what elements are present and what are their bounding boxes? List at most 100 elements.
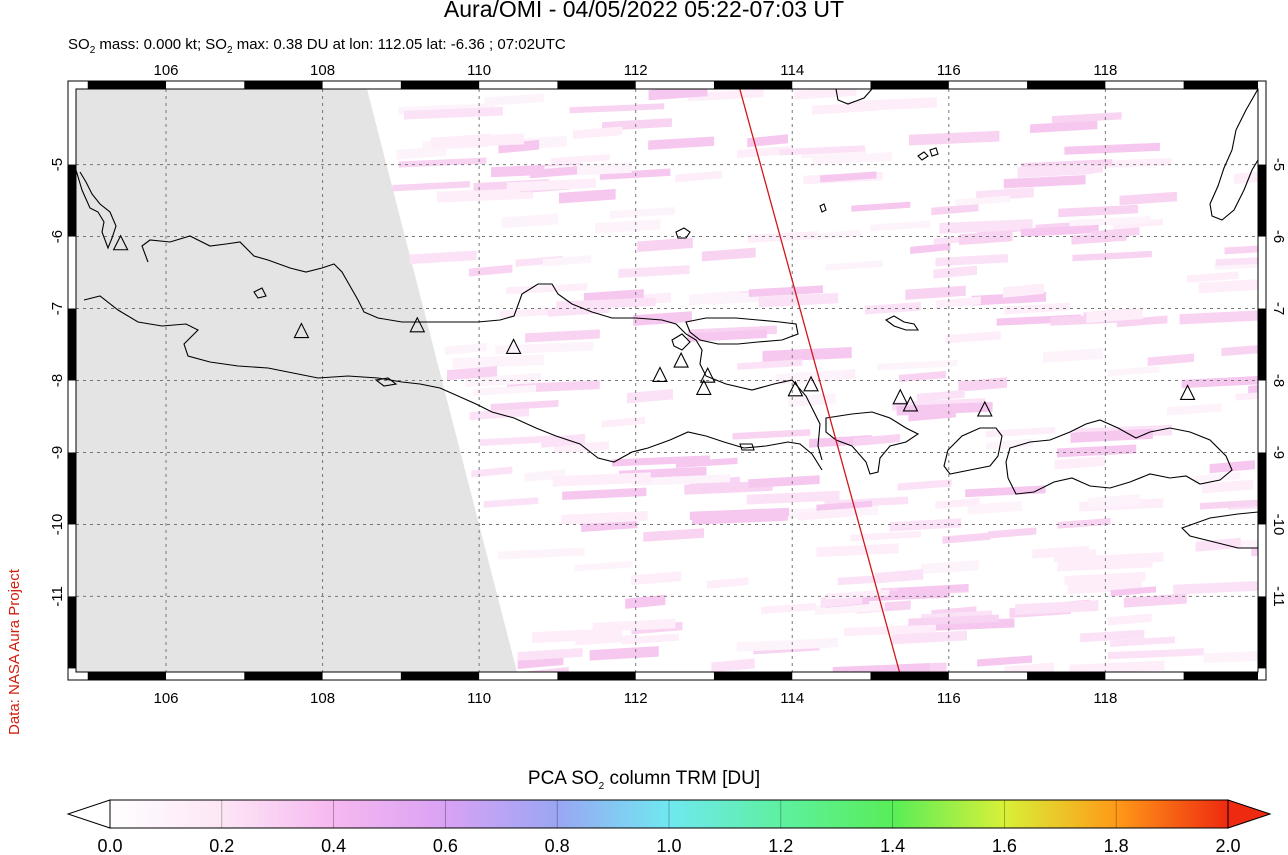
so2-pixel	[1020, 224, 1099, 237]
so2-pixel	[1072, 250, 1152, 262]
so2-pixel	[589, 646, 659, 661]
so2-pixel	[746, 490, 840, 505]
no-data-region	[76, 89, 517, 672]
axis-tick-labels: 106 106 108 108 110 110 112 112 114 114 116 116 118 1…	[49, 62, 1287, 707]
so2-pixel	[498, 547, 585, 560]
so2-pixel	[648, 136, 715, 150]
lat-tick-label: -8	[49, 374, 66, 387]
so2-pixel	[468, 264, 513, 277]
so2-pixel	[965, 485, 1046, 498]
so2-pixel	[891, 630, 967, 645]
colorbar-tick-label: 0.8	[545, 836, 570, 855]
colorbar-tick-label: 0.2	[209, 836, 234, 855]
colorbar-ticks: 0.0 0.2 0.4 0.6 0.8 1.0 1.2 1.4 1.6 1.8 2.0	[97, 800, 1241, 855]
so2-pixel	[826, 589, 890, 600]
so2-pixel	[1030, 120, 1098, 134]
so2-pixel	[794, 89, 857, 100]
so2-pixel	[1224, 245, 1258, 255]
so2-pixel	[621, 633, 680, 645]
so2-pixel	[490, 400, 559, 411]
so2-pixel	[811, 101, 879, 115]
so2-pixel	[484, 93, 545, 107]
so2-pixel	[1209, 460, 1256, 474]
so2-pixel	[812, 152, 892, 165]
so2-pixel	[1069, 216, 1152, 228]
so2-pixel	[905, 285, 966, 300]
so2-pixel	[1004, 662, 1054, 672]
volcano-marker	[803, 375, 819, 392]
lon-tick-label: 118	[1093, 690, 1117, 707]
so2-pixel	[1235, 392, 1258, 401]
so2-pixel	[933, 265, 978, 279]
lat-tick-label: -6	[49, 230, 66, 243]
so2-pixel	[779, 145, 865, 156]
so2-pixel	[747, 134, 788, 148]
so2-pixel	[897, 479, 952, 491]
so2-pixel	[1193, 472, 1240, 484]
so2-pixel	[1107, 613, 1152, 626]
so2-pixel	[675, 170, 722, 183]
so2-pixel	[501, 213, 558, 229]
lat-tick-label: -10	[1270, 514, 1287, 536]
so2-pixel	[558, 188, 616, 204]
lon-tick-label: 118	[1093, 62, 1117, 79]
volcano-marker	[787, 380, 804, 397]
so2-pixel	[737, 359, 803, 370]
so2-pixel	[1053, 549, 1097, 563]
so2-pixel	[870, 220, 931, 232]
so2-pixel	[431, 133, 524, 149]
so2-pixel	[1195, 537, 1241, 552]
frame-segment	[713, 672, 793, 680]
so2-pixel	[959, 230, 1013, 246]
so2-pixel	[732, 429, 811, 440]
so2-pixel	[986, 438, 1033, 451]
so2-pixel	[908, 130, 1000, 146]
lat-tick-label: -7	[1270, 302, 1287, 315]
so2-pixel	[626, 389, 673, 404]
so2-pixel	[1167, 403, 1222, 416]
so2-pixel	[527, 667, 569, 672]
so2-pixel	[532, 628, 623, 644]
so2-pixel	[392, 180, 470, 192]
so2-pixel	[1234, 171, 1258, 185]
frame-outer	[67, 80, 1267, 681]
frame-segment	[870, 672, 949, 680]
frame-segment	[1183, 672, 1258, 680]
so2-pixel	[612, 455, 710, 467]
so2-pixel	[1064, 142, 1160, 155]
volcano-marker	[1179, 384, 1196, 401]
so2-pixel	[625, 594, 666, 609]
so2-pixel	[1043, 348, 1104, 363]
so2-pixel	[479, 435, 556, 446]
so2-pixel	[1015, 600, 1099, 615]
frame-segment	[713, 81, 793, 89]
lon-tick-label: 108	[310, 62, 335, 79]
so2-pixel	[572, 126, 623, 140]
so2-pixel	[1080, 629, 1145, 643]
so2-pixel	[1077, 157, 1172, 170]
so2-pixel	[1042, 166, 1103, 177]
so2-pixel	[1110, 586, 1157, 597]
coastline	[76, 89, 1258, 549]
so2-pixel	[1203, 651, 1258, 664]
lon-tick-label: 108	[310, 690, 335, 707]
so2-pixel	[707, 577, 749, 589]
so2-pixel	[931, 203, 979, 216]
frame-segment	[1258, 164, 1266, 237]
so2-pixel	[483, 497, 539, 508]
map-area	[76, 89, 1258, 672]
so2-pixel	[689, 507, 790, 521]
colorbar-tick-label: 0.6	[433, 836, 458, 855]
so2-pixel	[550, 154, 610, 165]
so2-pixel	[569, 103, 665, 114]
so2-pixel	[541, 433, 586, 448]
lon-tick-label: 114	[780, 62, 804, 79]
so2-pixel	[1202, 479, 1254, 494]
frame-segment	[68, 308, 76, 381]
lon-tick-label: 112	[624, 62, 648, 79]
frame-segment	[1183, 81, 1258, 89]
so2-pixel	[552, 472, 651, 487]
frame-segment	[557, 672, 636, 680]
volcano-marker	[976, 400, 993, 417]
so2-pixel	[631, 571, 682, 586]
